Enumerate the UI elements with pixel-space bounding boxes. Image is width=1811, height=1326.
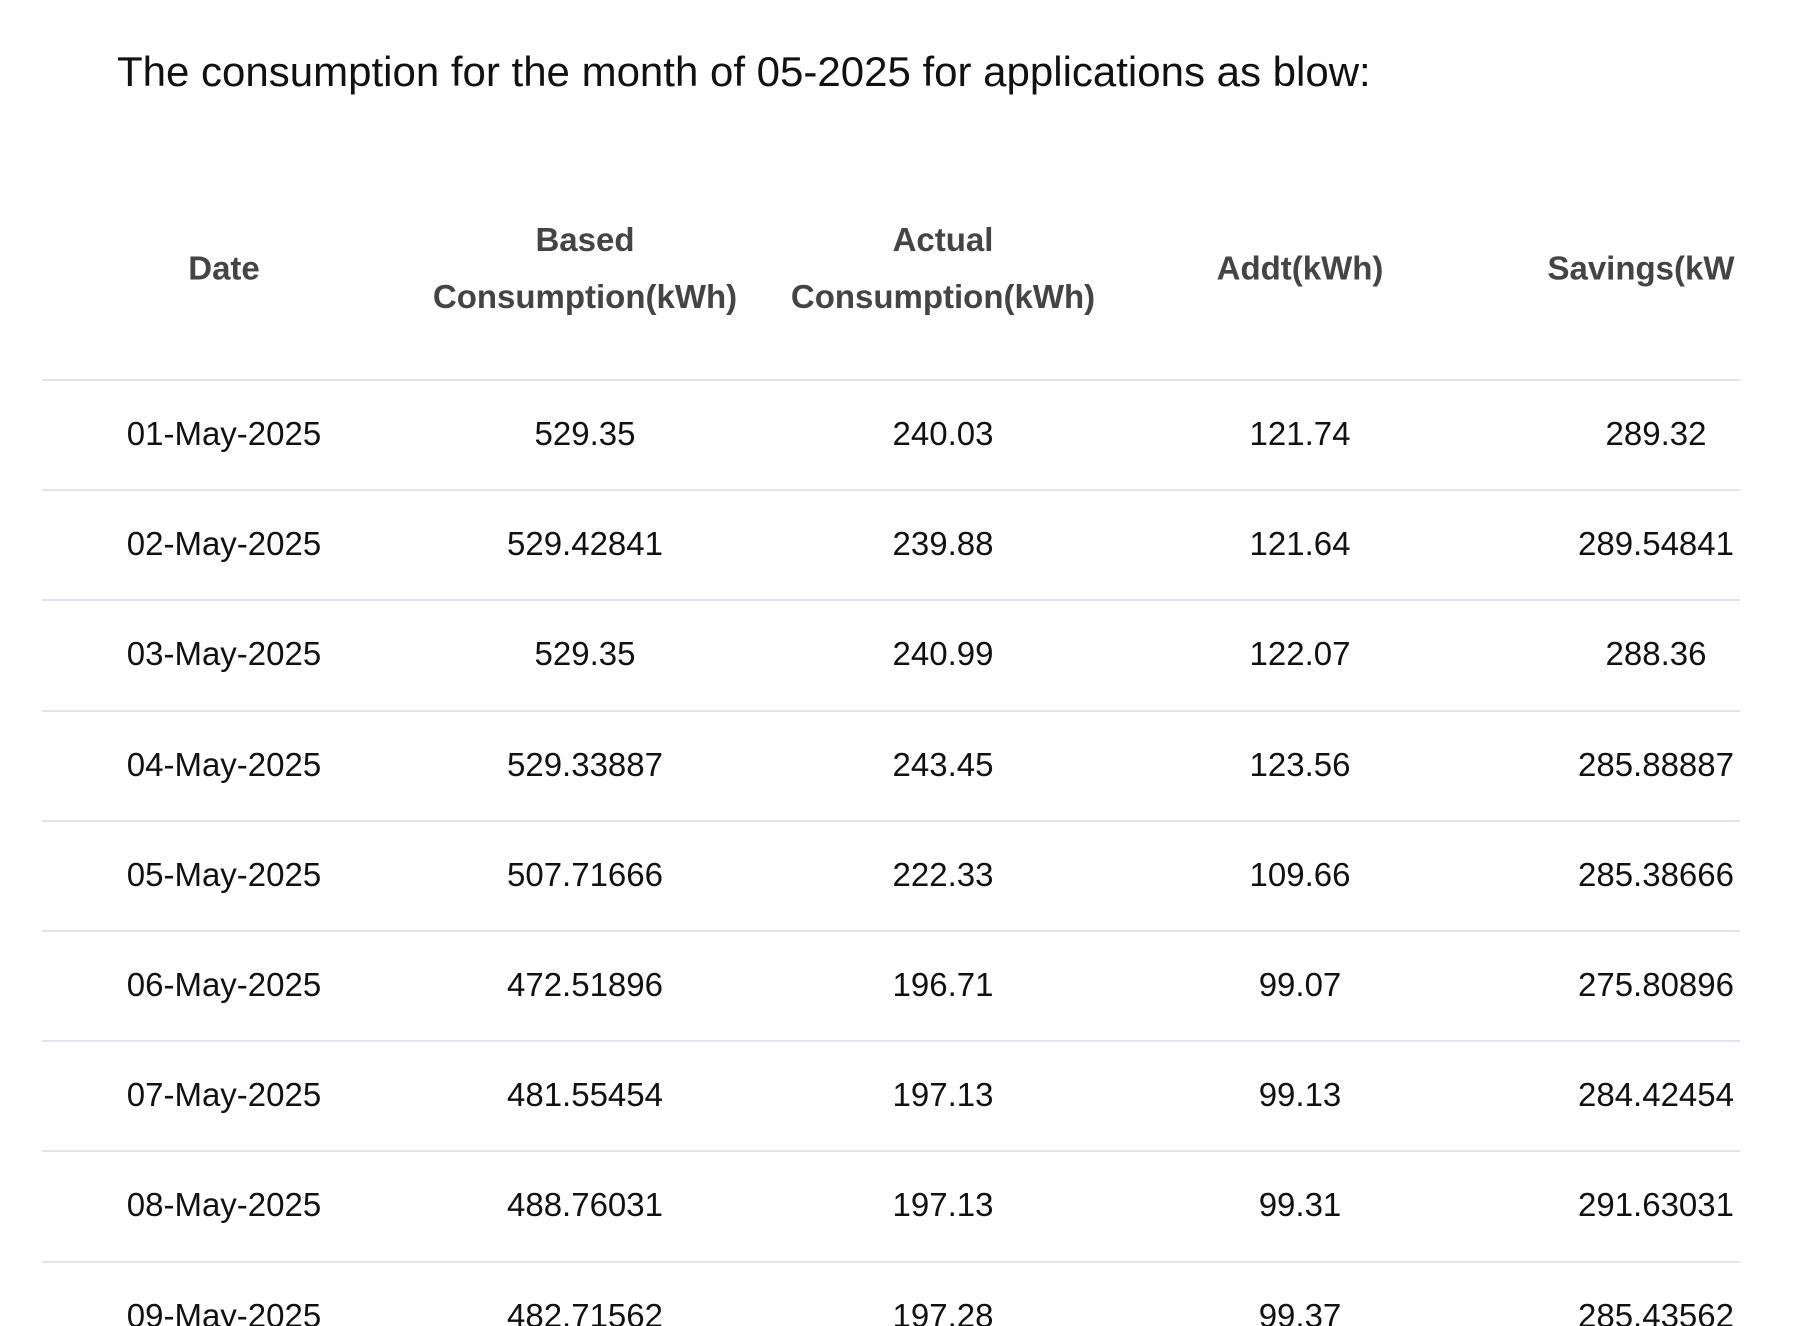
- table-cell: 289.54841: [1578, 525, 1734, 563]
- table-cell: 196.71: [892, 966, 994, 1003]
- column-header: Addt(kWh): [1216, 249, 1384, 287]
- row-divider: [42, 379, 1740, 381]
- table-cell: 284.42454: [1578, 1076, 1734, 1114]
- column-header: Date: [188, 249, 260, 287]
- table-cell: 289.32: [1605, 415, 1707, 452]
- table-cell: 275.80896: [1578, 966, 1734, 1003]
- column-header: Savings(kW: [1547, 249, 1735, 287]
- table-cell: 285.43562: [1578, 1296, 1734, 1326]
- table-cell: 240.99: [892, 635, 994, 673]
- table-cell: 240.03: [892, 415, 994, 452]
- row-divider: [42, 1150, 1740, 1153]
- table-cell: 03-May-2025: [126, 635, 322, 673]
- table-cell: 488.76031: [507, 1186, 663, 1224]
- table-cell: 02-May-2025: [126, 525, 322, 563]
- row-divider: [42, 489, 1740, 492]
- table-cell: 04-May-2025: [126, 745, 322, 783]
- table-cell: 222.33: [892, 855, 994, 893]
- table-cell: 123.56: [1249, 745, 1351, 783]
- table-cell: 05-May-2025: [126, 855, 322, 893]
- table-cell: 197.13: [892, 1076, 994, 1114]
- table-cell: 99.07: [1258, 966, 1342, 1003]
- table-cell: 291.63031: [1578, 1186, 1734, 1224]
- table-cell: 529.33887: [507, 745, 663, 783]
- table-cell: 529.35: [534, 635, 636, 673]
- column-header: Actual Consumption(kWh): [790, 221, 1096, 315]
- table-cell: 99.13: [1258, 1076, 1342, 1114]
- table-cell: 121.64: [1249, 525, 1351, 563]
- table-cell: 109.66: [1249, 855, 1351, 893]
- table-cell: 99.37: [1258, 1296, 1342, 1326]
- table-cell: 243.45: [892, 745, 994, 783]
- table-cell: 239.88: [892, 525, 994, 563]
- table-cell: 07-May-2025: [126, 1076, 322, 1114]
- table-cell: 529.35: [534, 415, 636, 452]
- table-cell: 99.31: [1258, 1186, 1342, 1224]
- row-divider: [42, 709, 1740, 712]
- table-cell: 529.42841: [507, 525, 663, 563]
- row-divider: [42, 1040, 1740, 1043]
- table-cell: 288.36: [1605, 635, 1707, 673]
- table-cell: 06-May-2025: [126, 966, 322, 1003]
- table-cell: 197.28: [892, 1296, 994, 1326]
- table-cell: 01-May-2025: [126, 415, 322, 452]
- page-title: The consumption for the month of 05-2025…: [117, 48, 1371, 95]
- row-divider: [42, 930, 1740, 932]
- table-cell: 482.71562: [507, 1296, 663, 1326]
- table-cell: 507.71666: [507, 855, 663, 893]
- table-cell: 285.88887: [1578, 745, 1734, 783]
- column-header: Based Consumption(kWh): [432, 221, 738, 315]
- table-cell: 481.55454: [507, 1076, 663, 1114]
- table-cell: 285.38666: [1578, 855, 1734, 893]
- table-cell: 197.13: [892, 1186, 994, 1224]
- row-divider: [42, 599, 1740, 602]
- table-cell: 122.07: [1249, 635, 1351, 673]
- table-cell: 472.51896: [507, 966, 663, 1003]
- row-divider: [42, 819, 1740, 822]
- table-cell: 121.74: [1249, 415, 1351, 452]
- row-divider: [42, 1260, 1740, 1263]
- table-cell: 09-May-2025: [126, 1296, 322, 1326]
- table-cell: 08-May-2025: [126, 1186, 322, 1224]
